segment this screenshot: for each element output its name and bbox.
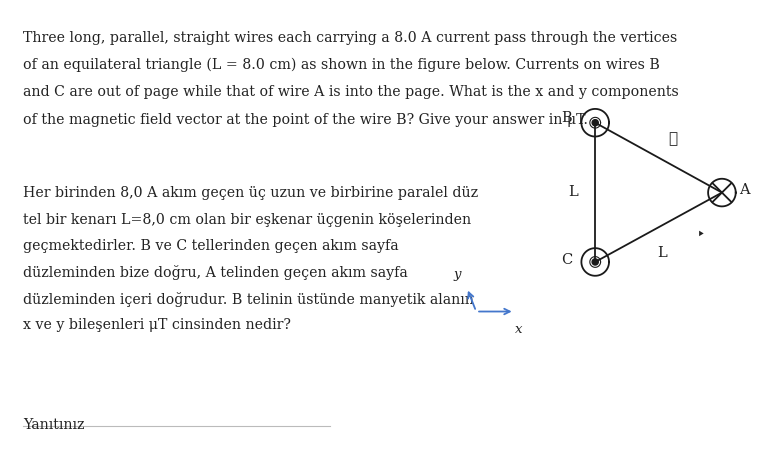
Text: ℓ: ℓ [668,132,677,146]
Text: B: B [561,111,572,125]
Text: Her birinden 8,0 A akım geçen üç uzun ve birbirine paralel düz: Her birinden 8,0 A akım geçen üç uzun ve… [23,186,478,201]
Text: Three long, parallel, straight wires each carrying a 8.0 A current pass through : Three long, parallel, straight wires eac… [23,31,677,45]
Text: ‣: ‣ [697,228,705,241]
Text: C: C [561,253,572,267]
Polygon shape [592,119,598,126]
Text: tel bir kenarı L=8,0 cm olan bir eşkenar üçgenin köşelerinden: tel bir kenarı L=8,0 cm olan bir eşkenar… [23,213,471,227]
Text: düzleminden içeri doğrudur. B telinin üstünde manyetik alanın: düzleminden içeri doğrudur. B telinin üs… [23,292,474,307]
Text: L: L [657,246,667,260]
Text: geçmektedirler. B ve C tellerinden geçen akım sayfa: geçmektedirler. B ve C tellerinden geçen… [23,239,399,253]
Polygon shape [592,259,598,265]
Text: of an equilateral triangle (L = 8.0 cm) as shown in the figure below. Currents o: of an equilateral triangle (L = 8.0 cm) … [23,58,660,72]
Text: y: y [453,268,461,281]
Text: x ve y bileşenleri μT cinsinden nedir?: x ve y bileşenleri μT cinsinden nedir? [23,318,291,332]
Text: of the magnetic field vector at the point of the wire B? Give your answer in μT.: of the magnetic field vector at the poin… [23,113,588,127]
Text: x: x [515,323,522,336]
Text: düzleminden bize doğru, A telinden geçen akım sayfa: düzleminden bize doğru, A telinden geçen… [23,265,408,280]
Text: A: A [739,183,750,197]
Text: L: L [568,185,578,199]
Text: and C are out of page while that of wire A is into the page. What is the x and y: and C are out of page while that of wire… [23,85,679,100]
Text: Yanıtınız: Yanıtınız [23,418,84,432]
